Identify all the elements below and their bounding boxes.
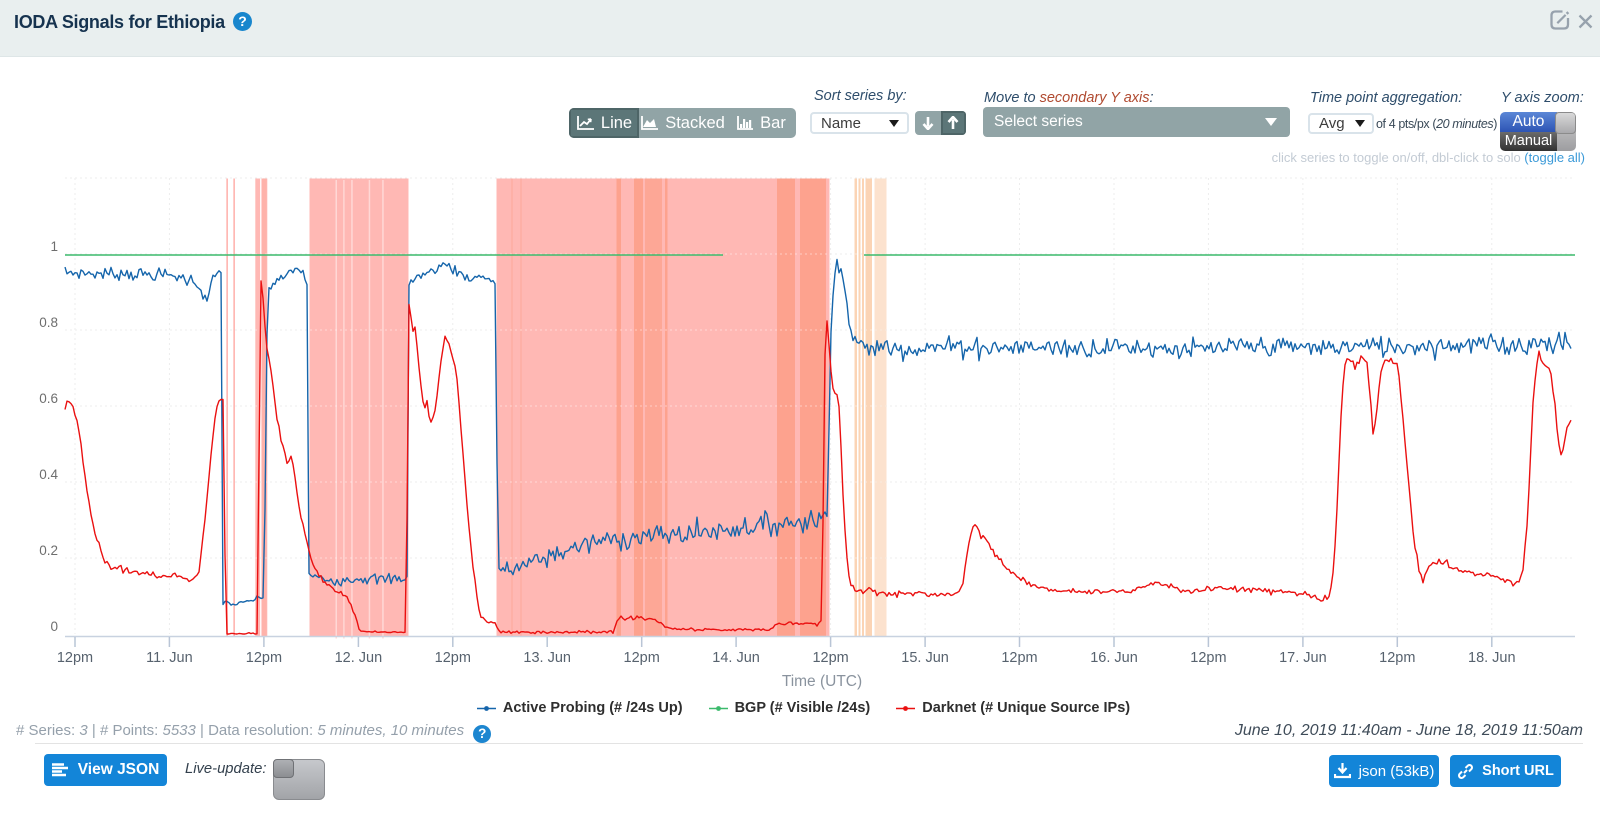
svg-text:12pm: 12pm (1379, 650, 1415, 666)
svg-text:12pm: 12pm (1001, 650, 1037, 666)
svg-text:Time (UTC): Time (UTC) (782, 673, 862, 690)
svg-text:12pm: 12pm (435, 650, 471, 666)
svg-text:11. Jun: 11. Jun (146, 650, 193, 666)
svg-text:15. Jun: 15. Jun (901, 650, 949, 666)
svg-text:12pm: 12pm (1190, 650, 1226, 666)
svg-text:12pm: 12pm (624, 650, 660, 666)
svg-text:17. Jun: 17. Jun (1279, 650, 1327, 666)
svg-text:0.2: 0.2 (39, 543, 58, 558)
svg-text:0: 0 (50, 619, 58, 634)
svg-text:0.8: 0.8 (39, 315, 58, 330)
svg-text:0.6: 0.6 (39, 391, 58, 406)
svg-text:13. Jun: 13. Jun (523, 650, 571, 666)
svg-text:0.4: 0.4 (39, 467, 58, 482)
svg-text:12pm: 12pm (246, 650, 282, 666)
svg-text:18. Jun: 18. Jun (1468, 650, 1516, 666)
svg-text:16. Jun: 16. Jun (1090, 650, 1138, 666)
svg-text:12. Jun: 12. Jun (335, 650, 383, 666)
svg-text:1: 1 (50, 239, 58, 254)
svg-text:12pm: 12pm (57, 650, 93, 666)
svg-text:12pm: 12pm (812, 650, 848, 666)
svg-text:14. Jun: 14. Jun (712, 650, 760, 666)
